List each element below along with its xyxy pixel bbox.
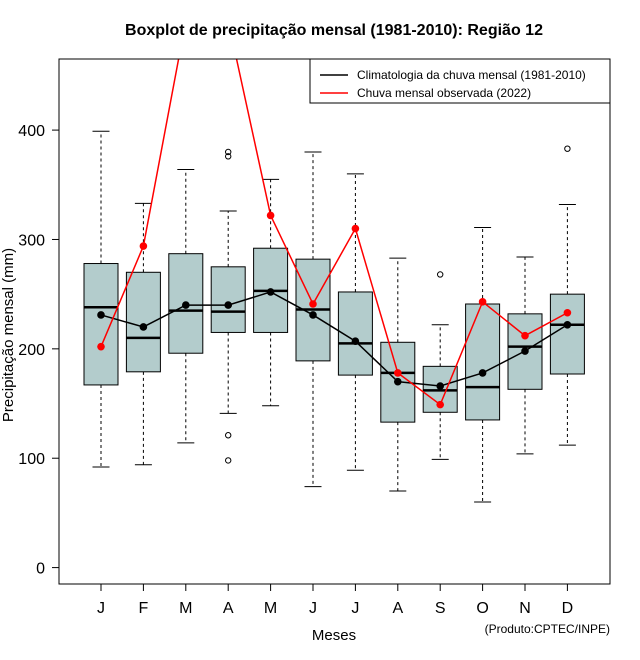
outlier-point [225,457,232,464]
x-tick-label: N [519,600,531,617]
x-tick-label: S [435,600,446,617]
observed-line [100,59,568,406]
y-tick-label: 200 [18,342,45,359]
x-tick-label: J [309,600,317,617]
legend-label: Chuva mensal observada (2022) [357,86,531,100]
x-tick-label: A [223,600,234,617]
x-tick-label: J [97,600,105,617]
axes-group: 0 100 200 300 400 J F M A M J J A S O N D [18,123,573,617]
observed-point [309,300,317,308]
box-iqr [83,263,119,386]
outlier-point [225,148,232,156]
climatology-point [97,311,105,319]
outlier-point [564,145,571,152]
x-tick-label: O [476,600,488,617]
box-iqr [210,266,246,333]
box-iqr [125,271,161,373]
chart-title: Boxplot de precipitação mensal (1981-201… [125,22,543,39]
data-marks-group [83,59,585,503]
climatology-point [266,288,275,296]
climatology-point [139,323,148,331]
climatology-point [394,377,402,386]
observed-point [351,224,360,233]
outlier-point [225,432,232,439]
outlier-point [437,271,444,278]
x-tick-label: F [139,600,149,617]
box-iqr [465,303,501,421]
observed-point [521,331,529,340]
climatology-point [478,369,487,377]
y-tick-label: 400 [18,123,45,140]
outlier-point [225,153,232,160]
observed-point [266,211,275,220]
climatology-point [224,301,232,309]
observed-point [436,400,445,409]
y-tick-label: 300 [18,232,45,249]
y-axis-label: Precipitação mensal (mm) [0,248,17,422]
x-axis-label: Meses [312,627,356,644]
observed-point [394,369,402,377]
x-tick-label: D [562,600,574,617]
climatology-point [563,320,572,329]
x-tick-label: A [392,600,403,617]
x-tick-label: M [179,600,192,617]
box-iqr [549,293,585,375]
climatology-point [521,347,529,355]
legend-label: Climatologia da chuva mensal (1981-2010) [357,68,586,82]
observed-point [139,242,148,250]
climatology-point [182,301,190,309]
y-tick-label: 100 [18,451,45,468]
observed-point [563,308,572,317]
legend-box [309,58,611,104]
climatology-line [100,291,568,387]
climatology-point [309,311,317,319]
legend: Climatologia da chuva mensal (1981-2010)… [309,58,611,104]
x-tick-label: J [351,600,359,617]
y-tick-label: 0 [36,561,45,578]
x-tick-label: M [264,600,277,617]
observed-point [97,342,105,351]
climatology-point [436,382,445,390]
observed-point [478,298,487,306]
climatology-point [351,337,360,345]
product-credit: (Produto:CPTEC/INPE) [485,622,610,636]
